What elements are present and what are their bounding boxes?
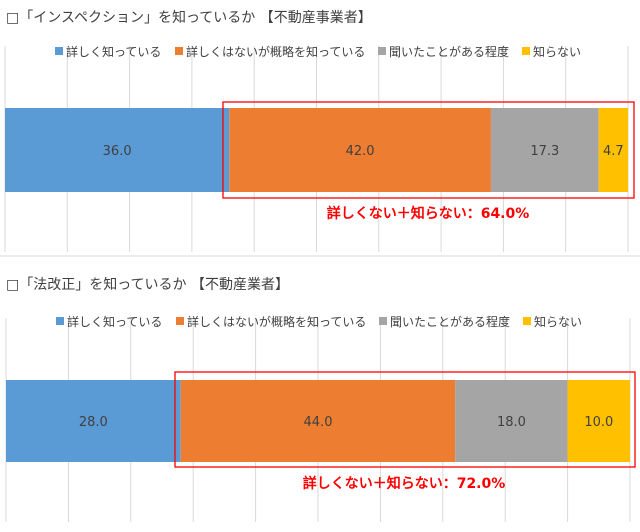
- data-label: 28.0: [79, 415, 108, 430]
- bar-segment: [229, 108, 491, 192]
- bar-segment: [490, 108, 599, 192]
- data-label: 42.0: [346, 144, 375, 159]
- legend-label: 知らない: [533, 45, 581, 59]
- highlight-box: [174, 371, 636, 468]
- data-label: 18.0: [497, 415, 526, 430]
- data-label: 17.3: [530, 144, 559, 159]
- bar-segment: [567, 380, 630, 462]
- legend-swatch: [55, 47, 63, 55]
- legend-label: 詳しく知っている: [67, 314, 162, 329]
- legend-label: 詳しくはないが概略を知っている: [186, 44, 365, 59]
- legend-swatch: [378, 47, 386, 55]
- legend-label: 知らない: [534, 315, 582, 329]
- bar-segment: [598, 108, 628, 192]
- legend-label: 聞いたことがある程度: [389, 44, 509, 59]
- legend-label: 詳しく知っている: [66, 44, 161, 59]
- data-label: 36.0: [103, 144, 132, 159]
- bar-segment: [180, 380, 456, 462]
- data-label: 4.7: [603, 144, 624, 159]
- legend-swatch: [176, 317, 184, 325]
- legend-label: 聞いたことがある程度: [390, 314, 510, 329]
- legend-swatch: [175, 47, 183, 55]
- data-label: 10.0: [584, 415, 613, 430]
- legend-swatch: [379, 317, 387, 325]
- bar-segment: [455, 380, 568, 462]
- chart-title: □「法改正」を知っているか 【不動産業者】: [6, 276, 289, 293]
- highlight-box: [222, 101, 635, 199]
- legend-label: 詳しくはないが概略を知っている: [187, 314, 366, 329]
- data-label: 44.0: [304, 415, 333, 430]
- legend-swatch: [522, 47, 530, 55]
- legend-swatch: [523, 317, 531, 325]
- legend-swatch: [56, 317, 64, 325]
- bar-segment: [6, 380, 181, 462]
- chart-title: □「インスペクション」を知っているか 【不動産事業者】: [6, 9, 372, 26]
- annotation: 詳しくない＋知らない：72.0%: [303, 475, 506, 492]
- bar-segment: [5, 108, 230, 192]
- annotation: 詳しくない＋知らない：64.0%: [327, 205, 530, 222]
